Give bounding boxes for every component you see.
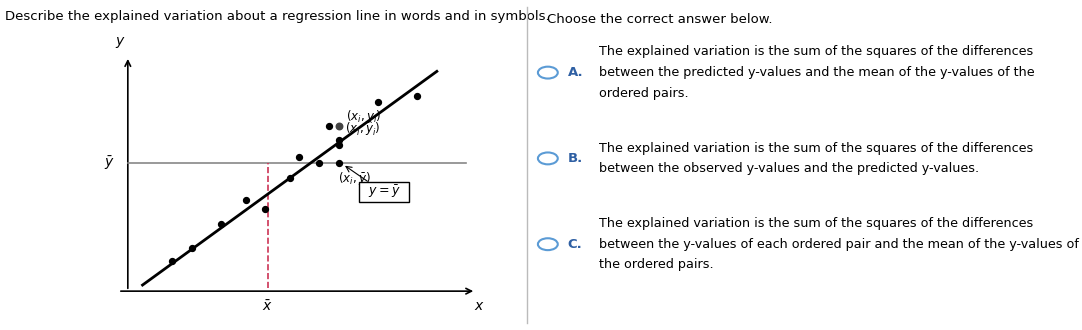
Text: $y = \bar{y}$: $y = \bar{y}$: [368, 184, 400, 201]
Point: [163, 258, 181, 263]
Text: A.: A.: [568, 66, 583, 79]
Text: between the observed y-values and the predicted y-values.: between the observed y-values and the pr…: [599, 162, 979, 175]
Text: C.: C.: [568, 238, 582, 251]
Text: $\bar{y}$: $\bar{y}$: [104, 154, 115, 172]
Text: the ordered pairs.: the ordered pairs.: [599, 258, 714, 272]
Point: [212, 221, 229, 227]
Point: [330, 160, 347, 166]
Text: The explained variation is the sum of the squares of the differences: The explained variation is the sum of th…: [599, 217, 1033, 230]
Point: [369, 99, 386, 105]
Text: $x$: $x$: [474, 299, 485, 313]
Point: [330, 124, 347, 129]
Point: [237, 197, 254, 202]
Point: [183, 246, 200, 251]
Text: $(x_i, \hat{y}_i)$: $(x_i, \hat{y}_i)$: [345, 118, 380, 138]
Point: [281, 176, 299, 181]
Point: [291, 154, 308, 159]
Text: $(x_i, y_i)$: $(x_i, y_i)$: [346, 108, 382, 125]
Text: $\bar{x}$: $\bar{x}$: [262, 299, 273, 314]
Text: between the y-values of each ordered pair and the mean of the y-values of: between the y-values of each ordered pai…: [599, 238, 1079, 251]
FancyBboxPatch shape: [359, 182, 409, 202]
Text: $y$: $y$: [115, 35, 126, 50]
Text: between the predicted y-values and the mean of the y-values of the: between the predicted y-values and the m…: [599, 66, 1034, 79]
Point: [330, 137, 347, 143]
Text: ordered pairs.: ordered pairs.: [599, 87, 689, 100]
Text: The explained variation is the sum of the squares of the differences: The explained variation is the sum of th…: [599, 45, 1033, 58]
Text: $(x_i, \bar{y})$: $(x_i, \bar{y})$: [338, 170, 370, 187]
Text: Choose the correct answer below.: Choose the correct answer below.: [546, 13, 773, 26]
Point: [409, 93, 426, 98]
Point: [320, 124, 338, 129]
Text: The explained variation is the sum of the squares of the differences: The explained variation is the sum of th…: [599, 142, 1033, 154]
Point: [330, 142, 347, 147]
Point: [311, 160, 328, 166]
Text: Describe the explained variation about a regression line in words and in symbols: Describe the explained variation about a…: [5, 10, 550, 23]
Text: B.: B.: [568, 152, 583, 165]
Point: [256, 206, 274, 212]
